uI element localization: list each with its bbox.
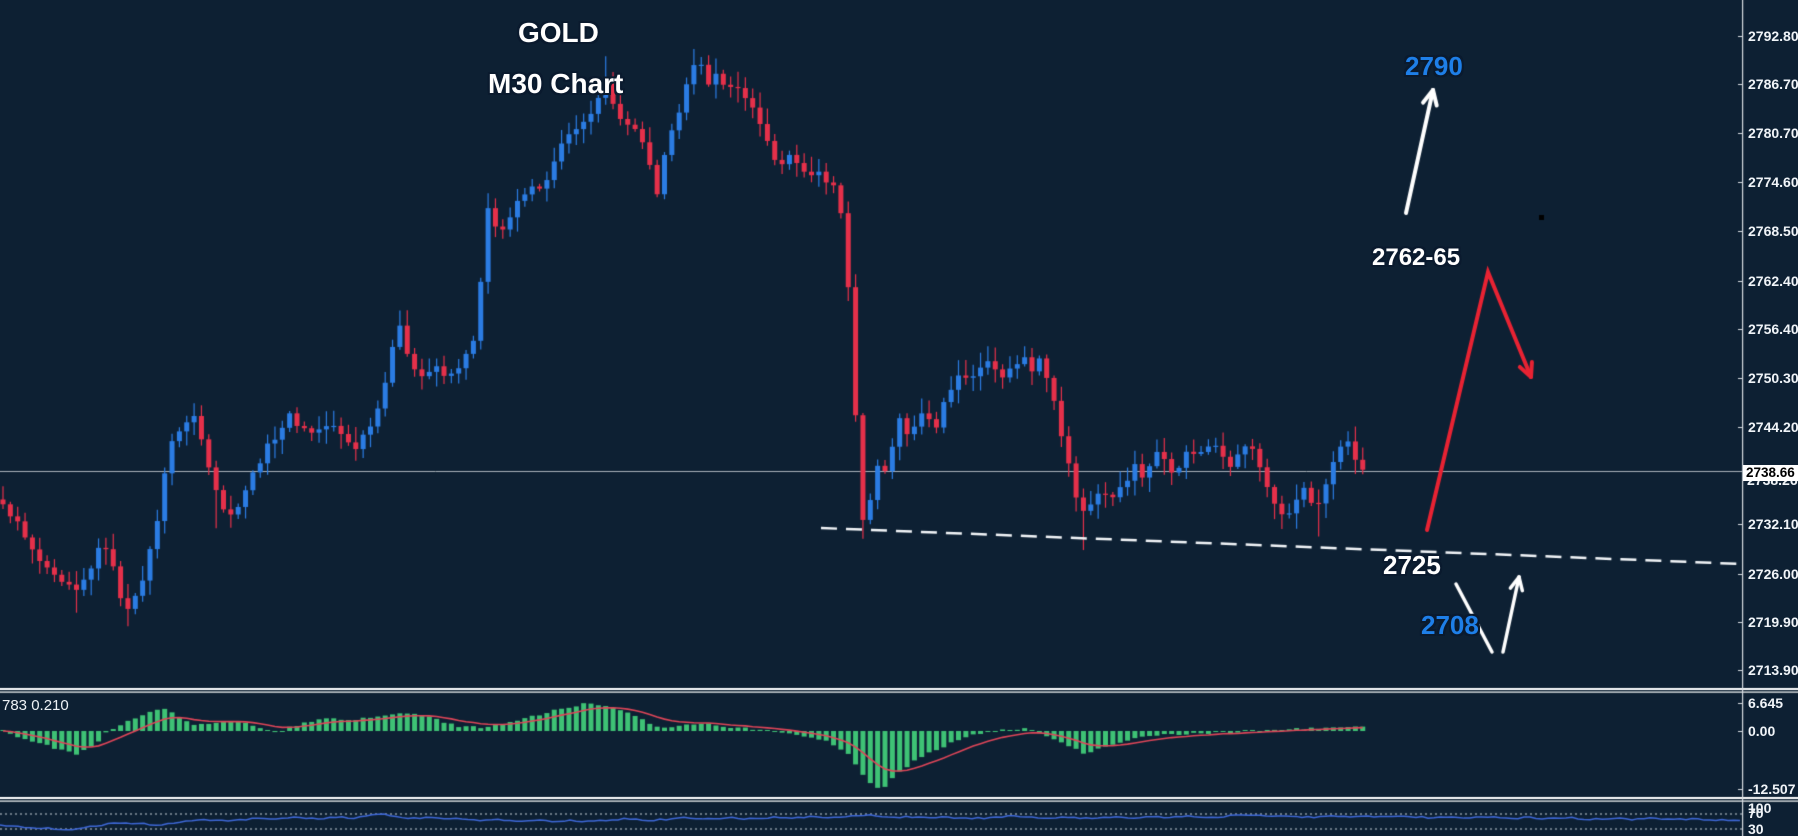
chart-title: GOLD: [518, 17, 599, 48]
price-axis-label: 2768.50: [1748, 223, 1798, 239]
price-axis-label: 2750.30: [1748, 370, 1798, 386]
macd-axis-label: 6.645: [1748, 695, 1784, 711]
current-price-tag: 2738.66: [1743, 465, 1798, 481]
upper-target-label: 2790: [1405, 51, 1463, 81]
price-axis-label: 2786.70: [1748, 76, 1798, 92]
price-axis-label: 2713.90: [1748, 662, 1798, 678]
price-axis-label: 2732.10: [1748, 516, 1798, 532]
price-axis-label: 2744.20: [1748, 419, 1798, 435]
macd-axis-label: 0.00: [1748, 723, 1776, 739]
price-axis-label: 2719.90: [1748, 614, 1798, 630]
price-axis-label: 2726.00: [1748, 566, 1798, 582]
rsi-axis-label: 100: [1748, 800, 1772, 816]
supply-zone-label: 2762-65: [1372, 244, 1461, 271]
macd-axis-label: -12.507: [1748, 781, 1796, 797]
price-axis-label: 2792.80: [1748, 28, 1798, 44]
price-axis-label: 2780.70: [1748, 125, 1798, 141]
price-axis-label: 2762.40: [1748, 273, 1798, 289]
rsi-axis-label: 70: [1748, 805, 1764, 821]
price-axis-label: 2774.60: [1748, 174, 1798, 190]
rsi-axis-label: 30: [1748, 821, 1764, 836]
trendline-level-label: 2725: [1383, 550, 1441, 580]
lower-target-label: 2708: [1421, 610, 1479, 640]
price-axis-label: 2756.40: [1748, 321, 1798, 337]
chart-subtitle: M30 Chart: [488, 68, 624, 99]
macd-indicator-values: 783 0.210: [2, 697, 69, 714]
